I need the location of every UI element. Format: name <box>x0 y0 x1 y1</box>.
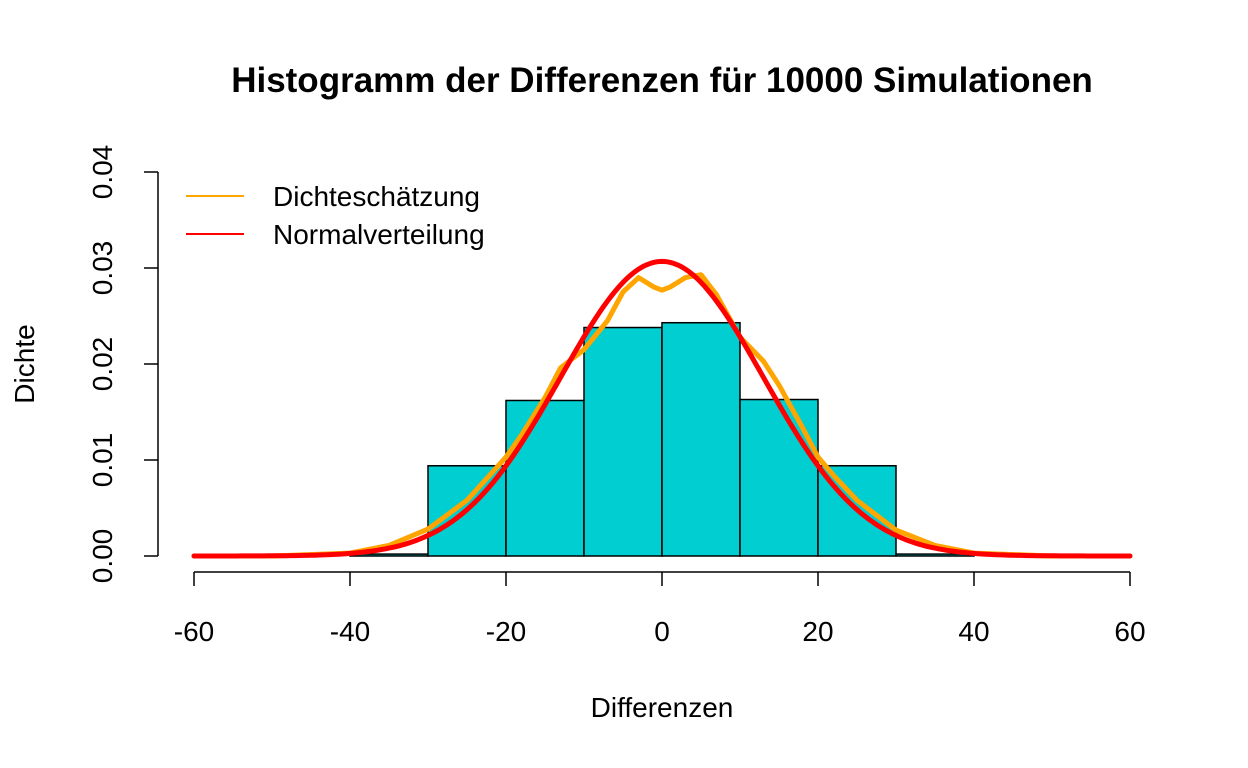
chart-title: Histogramm der Differenzen für 10000 Sim… <box>231 61 1093 100</box>
x-tick-label-1: -40 <box>330 616 370 647</box>
x-tick-label-3: 0 <box>654 616 670 647</box>
y-axis-label: Dichte <box>9 324 40 403</box>
x-axis-label: Differenzen <box>591 692 734 723</box>
x-tick-label-4: 20 <box>802 616 833 647</box>
x-tick-label-0: -60 <box>174 616 214 647</box>
y-tick-label-3: 0.03 <box>87 241 118 296</box>
histogram-bar-4 <box>661 321 741 557</box>
y-tick-label-0: 0.00 <box>87 529 118 584</box>
y-tick-label-4: 0.04 <box>87 145 118 200</box>
histogram-bars <box>349 321 975 557</box>
legend: Dichteschätzung Normalverteilung <box>186 181 485 250</box>
legend-label-1: Normalverteilung <box>273 219 485 250</box>
density-curves <box>191 258 1133 559</box>
axes <box>144 171 1131 586</box>
normal-distribution-line <box>191 258 1133 559</box>
histogram-bar-2 <box>505 399 585 557</box>
density-estimate-line <box>191 272 1133 559</box>
legend-label-0: Dichteschätzung <box>273 181 480 212</box>
x-tick-label-5: 40 <box>958 616 989 647</box>
tick-labels: -60 -40 -20 0 20 40 60 0.00 0.01 0.02 0.03 0.04 <box>87 145 1146 647</box>
x-tick-label-2: -20 <box>486 616 526 647</box>
histogram-bar-5 <box>739 398 819 557</box>
x-tick-label-6: 60 <box>1114 616 1145 647</box>
y-tick-label-1: 0.01 <box>87 433 118 488</box>
y-tick-label-2: 0.02 <box>87 337 118 392</box>
histogram-bar-3 <box>583 326 663 557</box>
